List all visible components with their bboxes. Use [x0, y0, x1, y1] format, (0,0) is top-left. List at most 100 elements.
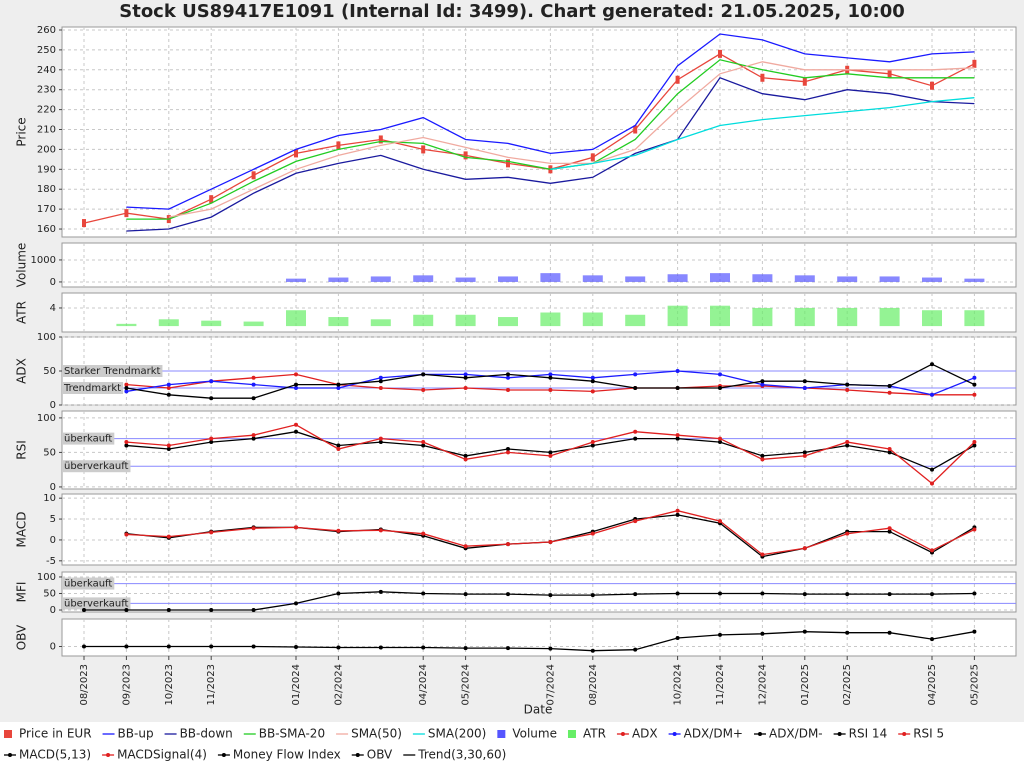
- point: [802, 629, 807, 634]
- legend-label: Volume: [512, 727, 557, 741]
- point: [887, 383, 892, 388]
- bar: [455, 277, 476, 282]
- point: [802, 453, 807, 458]
- point: [972, 382, 977, 387]
- legend-label: Money Flow Index: [233, 748, 341, 762]
- point: [887, 630, 892, 635]
- legend-dot: [672, 732, 677, 736]
- legend-dot: [620, 732, 625, 736]
- point: [294, 382, 298, 387]
- point: [506, 450, 510, 455]
- point: [124, 382, 129, 387]
- point: [845, 630, 850, 635]
- point: [633, 429, 638, 434]
- bar: [667, 305, 688, 327]
- point: [760, 591, 765, 596]
- point: [166, 443, 171, 448]
- series-line: [84, 591, 975, 611]
- point: [590, 440, 595, 445]
- series-line: [168, 61, 975, 218]
- point: [506, 388, 510, 393]
- legend-dot: [757, 732, 762, 736]
- point: [845, 440, 850, 445]
- y-tick-label: 4: [50, 303, 56, 314]
- point: [718, 591, 722, 596]
- point: [378, 386, 383, 390]
- point: [802, 379, 807, 384]
- point: [718, 440, 722, 445]
- point: [760, 631, 765, 636]
- bar: [328, 317, 349, 327]
- reference-label-box: [62, 382, 124, 394]
- reference-label: überverkauft: [64, 598, 129, 609]
- y-tick-label: 180: [37, 184, 56, 195]
- point: [463, 646, 468, 651]
- x-tick-label: 07/2024: [545, 664, 556, 706]
- point: [251, 526, 256, 531]
- y-axis-label: OBV: [15, 624, 29, 650]
- bar: [837, 276, 858, 282]
- y-tick-label: 100: [37, 332, 56, 343]
- bar: [964, 278, 985, 282]
- price-marker: [802, 77, 807, 86]
- y-axis-label: Volume: [15, 243, 29, 288]
- y-tick-label: 240: [37, 65, 56, 76]
- y-tick-label: 5: [50, 514, 56, 525]
- point: [930, 481, 934, 486]
- point: [760, 552, 765, 557]
- y-tick-label: 50: [43, 588, 56, 599]
- point: [887, 592, 892, 597]
- legend-label: MACD(5,13): [19, 748, 91, 762]
- y-axis-label: ATR: [15, 301, 29, 324]
- price-marker: [590, 153, 595, 162]
- point: [294, 601, 298, 606]
- point: [718, 436, 722, 441]
- bar: [370, 319, 391, 327]
- point: [972, 591, 977, 596]
- y-tick-label: 190: [37, 164, 56, 175]
- point: [845, 531, 850, 536]
- x-tick-label: 10/2024: [673, 664, 684, 706]
- point: [294, 525, 298, 530]
- point: [845, 443, 850, 448]
- y-tick-label: 160: [37, 224, 56, 235]
- point: [166, 382, 171, 387]
- bar: [116, 323, 137, 327]
- point: [590, 531, 595, 536]
- point: [972, 392, 977, 397]
- point: [972, 629, 977, 634]
- point: [463, 592, 468, 597]
- point: [378, 528, 383, 533]
- point: [463, 372, 468, 377]
- legend-label: MACDSignal(4): [117, 748, 207, 762]
- x-tick-label: 11/2024: [715, 664, 726, 706]
- point: [548, 593, 553, 598]
- y-tick-label: 250: [37, 45, 56, 56]
- bar: [752, 307, 773, 327]
- point: [251, 433, 256, 438]
- bar: [498, 276, 518, 282]
- point: [930, 592, 934, 597]
- point: [506, 446, 510, 451]
- x-tick-label: 10/2023: [164, 664, 175, 706]
- point: [548, 388, 553, 393]
- point: [633, 372, 638, 377]
- legend-swatch: [567, 730, 576, 738]
- point: [463, 375, 468, 380]
- bar: [540, 312, 561, 327]
- point: [124, 440, 129, 445]
- legend-label: SMA(200): [428, 727, 486, 741]
- point: [251, 375, 256, 380]
- bar: [667, 274, 688, 282]
- point: [590, 443, 595, 448]
- price-marker: [124, 209, 129, 218]
- point: [972, 527, 977, 532]
- point: [336, 528, 341, 533]
- point: [294, 422, 298, 427]
- y-tick-label: 0: [50, 605, 56, 616]
- point: [336, 446, 341, 451]
- point: [209, 608, 214, 613]
- point: [718, 386, 722, 390]
